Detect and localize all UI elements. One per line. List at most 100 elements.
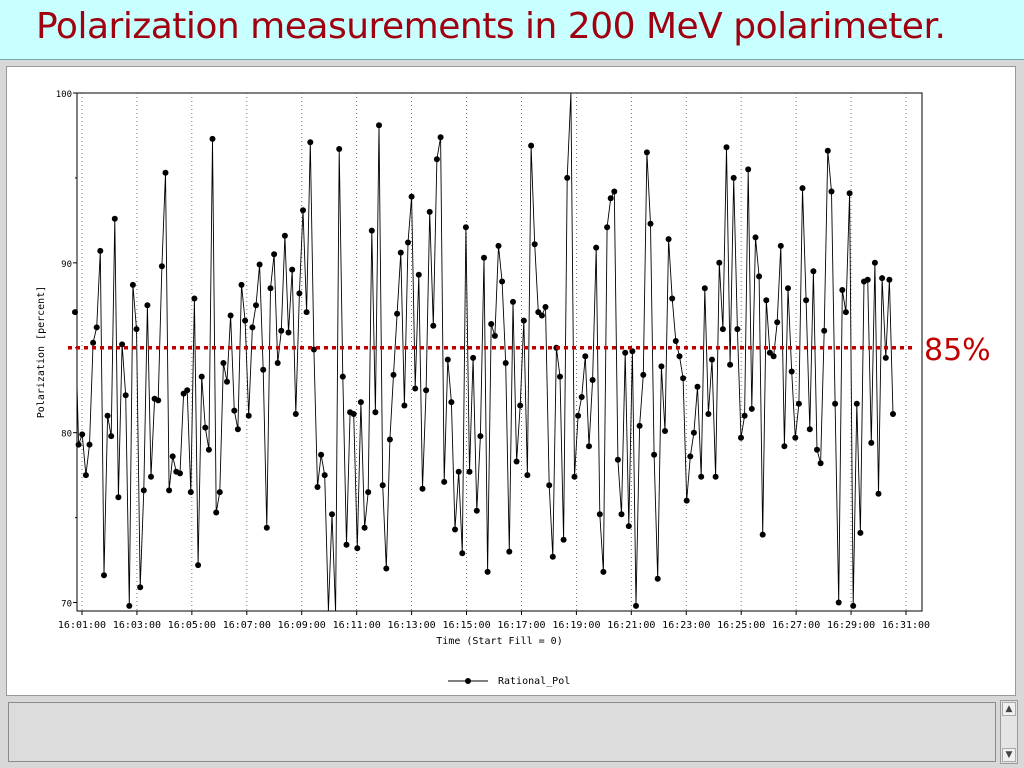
data-point — [129, 281, 136, 288]
data-point — [781, 443, 788, 450]
data-point — [242, 317, 249, 324]
data-point — [669, 295, 676, 302]
data-point — [187, 489, 194, 496]
data-point — [557, 373, 563, 380]
data-point — [828, 188, 835, 195]
data-point — [90, 339, 97, 346]
legend-label: Rational_Pol — [498, 676, 570, 687]
data-point — [162, 169, 169, 176]
data-point — [433, 156, 440, 163]
data-point — [734, 326, 741, 333]
data-point — [759, 531, 766, 538]
scroll-down-icon[interactable]: ▼ — [1002, 748, 1016, 762]
data-point — [115, 494, 122, 501]
data-point — [712, 473, 719, 480]
data-point — [361, 524, 368, 531]
data-point — [108, 433, 115, 440]
data-point — [857, 529, 864, 536]
data-point — [253, 302, 259, 309]
data-point — [520, 317, 527, 324]
data-point — [665, 236, 672, 243]
data-point — [495, 242, 502, 249]
slide-title: Polarization measurements in 200 MeV pol… — [36, 6, 946, 47]
data-point — [274, 360, 281, 366]
data-point — [571, 473, 578, 480]
data-point — [191, 295, 198, 302]
data-point — [383, 565, 390, 572]
data-point — [281, 232, 288, 239]
data-point — [701, 285, 708, 292]
data-point — [680, 375, 687, 382]
data-point — [814, 446, 820, 453]
x-tick-label: 16:05:00 — [168, 620, 216, 631]
data-point — [365, 489, 372, 496]
data-point — [777, 242, 784, 249]
data-point — [662, 428, 668, 434]
data-point — [350, 411, 357, 417]
data-point — [690, 429, 697, 436]
data-point — [122, 392, 129, 399]
x-tick-label: 16:09:00 — [278, 620, 326, 631]
data-point — [698, 473, 705, 480]
x-tick-label: 16:21:00 — [607, 620, 655, 631]
data-point — [578, 394, 585, 400]
data-point — [101, 572, 107, 579]
data-point — [169, 453, 176, 460]
data-point — [886, 276, 893, 283]
data-point — [835, 599, 842, 606]
vertical-scrollbar[interactable]: ▲ ▼ — [1000, 700, 1018, 764]
data-point — [303, 309, 310, 316]
data-point — [499, 278, 506, 285]
data-point — [263, 524, 270, 531]
data-point — [528, 142, 535, 149]
data-point — [709, 356, 715, 363]
x-tick-label: 16:07:00 — [223, 620, 271, 631]
data-point — [792, 434, 799, 441]
data-point — [560, 536, 567, 543]
data-point — [184, 387, 191, 394]
data-point — [419, 485, 426, 492]
data-point — [412, 385, 419, 392]
data-point — [405, 239, 411, 246]
data-point — [82, 472, 89, 479]
data-point — [832, 400, 839, 407]
data-point — [166, 487, 173, 494]
data-point — [756, 273, 763, 280]
data-point — [488, 321, 495, 327]
data-point — [372, 409, 379, 416]
data-point — [354, 545, 361, 552]
x-tick-label: 16:03:00 — [113, 620, 161, 631]
data-point — [72, 309, 78, 316]
data-point — [343, 541, 350, 548]
data-point — [119, 341, 126, 348]
slide-title-bar: Polarization measurements in 200 MeV pol… — [0, 0, 1024, 60]
data-point — [586, 443, 592, 450]
data-point — [658, 363, 665, 370]
data-point — [575, 412, 582, 419]
reference-line-label: 85% — [924, 333, 991, 368]
data-point — [75, 441, 82, 448]
x-tick-label: 16:15:00 — [442, 620, 490, 631]
data-point — [260, 366, 267, 373]
data-point — [177, 470, 183, 477]
data-point — [549, 553, 556, 560]
x-tick-label: 16:11:00 — [333, 620, 381, 631]
data-point — [705, 411, 712, 417]
data-point — [292, 411, 299, 417]
data-point — [875, 490, 882, 497]
data-point — [452, 526, 458, 533]
x-tick-label: 16:29:00 — [827, 620, 875, 631]
data-point — [614, 456, 621, 463]
data-point — [466, 468, 473, 475]
data-point — [611, 188, 618, 195]
data-point — [633, 602, 639, 609]
data-point — [329, 511, 335, 518]
data-point — [227, 312, 234, 319]
data-point — [795, 400, 802, 407]
data-point — [368, 227, 375, 234]
scroll-up-icon[interactable]: ▲ — [1002, 702, 1016, 716]
data-point — [824, 147, 831, 154]
data-point — [763, 297, 770, 304]
data-point — [430, 322, 437, 329]
x-tick-label: 16:01:00 — [58, 620, 106, 631]
